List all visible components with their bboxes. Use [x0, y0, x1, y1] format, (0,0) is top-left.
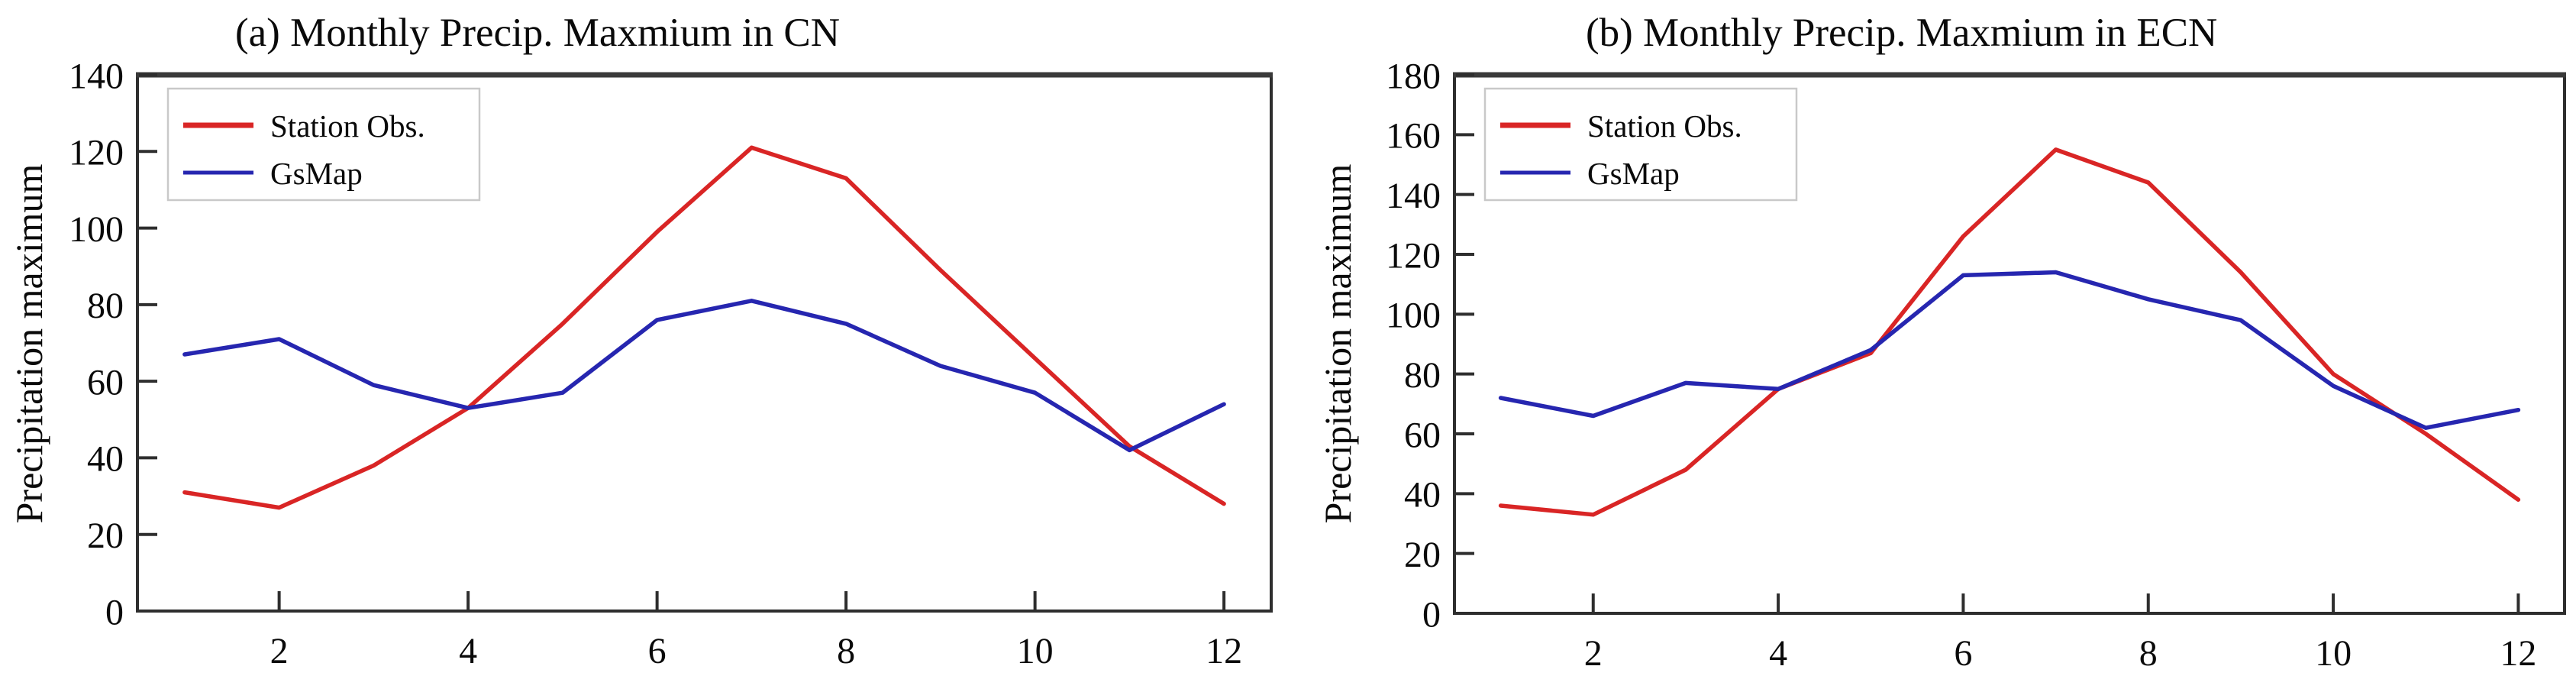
x-tick-label: 6 — [648, 631, 667, 671]
x-tick-label: 4 — [459, 631, 477, 671]
x-tick-label: 8 — [2139, 633, 2158, 674]
series-line-station-obs — [182, 145, 1226, 510]
y-tick-label: 100 — [1386, 296, 1441, 336]
x-axis-b: 2 4 6 8 10 12 — [1584, 593, 2536, 674]
y-tick-label: 120 — [1386, 235, 1441, 276]
x-tick-label: 8 — [837, 631, 855, 671]
legend: Station Obs. GsMap — [1483, 87, 1798, 202]
y-tick-label: 80 — [1404, 355, 1441, 396]
y-tick-label: 160 — [1386, 116, 1441, 157]
legend: Station Obs. GsMap — [166, 87, 481, 202]
x-tick-label: 10 — [1017, 631, 1054, 671]
legend-label-gsmap: GsMap — [270, 156, 363, 191]
x-tick-label: 4 — [1769, 633, 1787, 674]
x-tick-label: 12 — [1206, 631, 1242, 671]
y-axis-a: 0 20 40 60 80 100 120 140 — [69, 56, 157, 632]
legend-label-gsmap: GsMap — [1587, 156, 1680, 191]
y-tick-label: 40 — [87, 439, 124, 480]
legend-label-station-obs: Station Obs. — [1587, 108, 1742, 144]
legend-box — [166, 87, 481, 202]
chart-title: (b) Monthly Precip. Maxmium in ECN — [1586, 11, 2217, 55]
series-line-station-obs — [1498, 147, 2521, 517]
chart-a-canvas: 0 20 40 60 80 100 120 140 2 4 6 8 10 12 (a) Monthly … — [8, 11, 1273, 671]
y-tick-label: 120 — [69, 133, 124, 173]
x-axis-a: 2 4 6 8 10 12 — [270, 591, 1242, 671]
y-tick-label: 40 — [1404, 475, 1441, 516]
plot-frame-b — [1453, 72, 2566, 615]
plot-frame-a — [136, 72, 1273, 613]
x-tick-label: 2 — [1584, 633, 1603, 674]
x-tick-label: 12 — [2500, 633, 2536, 674]
y-tick-label: 140 — [1386, 176, 1441, 216]
y-tick-label: 0 — [105, 592, 124, 632]
y-tick-label: 20 — [87, 516, 124, 556]
x-tick-label: 10 — [2315, 633, 2352, 674]
series-line-gsmap — [1498, 270, 2521, 430]
x-tick-label: 2 — [270, 631, 289, 671]
chart-b-canvas: 0 20 40 60 80 100 120 140 160 180 2 4 6 8 10 12 (b) Mo… — [1316, 11, 2566, 674]
x-tick-label: 6 — [1954, 633, 1972, 674]
legend-label-station-obs: Station Obs. — [270, 108, 425, 144]
series-lines-a — [182, 145, 1226, 510]
y-tick-label: 100 — [69, 209, 124, 250]
chart-title: (a) Monthly Precip. Maxmium in CN — [235, 11, 840, 55]
legend-box — [1483, 87, 1798, 202]
y-axis-label: Precipitation maximum — [1316, 164, 1359, 524]
series-line-gsmap — [182, 299, 1226, 453]
chart-panel-a: 0 20 40 60 80 100 120 140 2 4 6 8 10 12 (a) Monthly … — [8, 11, 1273, 671]
y-tick-label: 180 — [1386, 56, 1441, 96]
y-axis-label: Precipitation maximum — [8, 164, 50, 524]
y-tick-label: 20 — [1404, 535, 1441, 575]
y-axis-b: 0 20 40 60 80 100 120 140 160 180 — [1386, 56, 1474, 635]
y-tick-label: 80 — [87, 286, 124, 326]
series-lines-b — [1498, 147, 2521, 517]
y-tick-label: 60 — [87, 362, 124, 403]
y-tick-label: 140 — [69, 56, 124, 96]
y-tick-label: 0 — [1422, 594, 1441, 635]
chart-panel-b: 0 20 40 60 80 100 120 140 160 180 2 4 6 8 10 12 (b) Mo… — [1288, 0, 2576, 692]
y-tick-label: 60 — [1404, 415, 1441, 455]
